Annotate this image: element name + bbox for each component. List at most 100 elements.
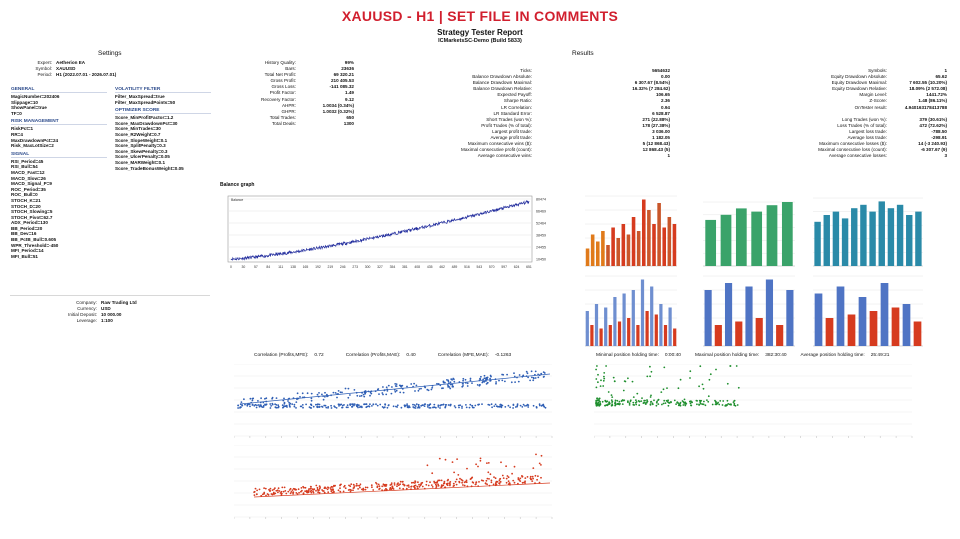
scatter-point: [362, 393, 365, 396]
scatter-point: [702, 403, 705, 406]
scatter-point: [293, 405, 296, 408]
scatter-point: [521, 406, 524, 408]
scatter-point: [517, 380, 520, 383]
scatter-point: [280, 490, 283, 493]
scatter-point: [532, 377, 535, 380]
scatter-point: [650, 394, 652, 397]
x-tick-label: 30: [242, 265, 246, 269]
scatter-point: [316, 393, 319, 396]
histogram-bar: [913, 321, 922, 346]
scatter-point: [644, 402, 646, 404]
scatter-point: [378, 485, 381, 488]
scatter-point: [399, 384, 402, 387]
stat-value: 5654632: [652, 68, 670, 73]
stat-label: OnTester result:: [854, 104, 887, 110]
scatter-point: [614, 403, 617, 406]
scatter-point: [488, 478, 490, 480]
scatter-point: [636, 392, 639, 395]
scatter-point: [391, 485, 394, 488]
scatter-point: [487, 462, 490, 464]
scatter-point: [526, 372, 529, 375]
scatter-point: [650, 400, 653, 403]
input-parameter: Score_SplitPenalty=0.3: [115, 143, 166, 149]
deposit-value: 10 000.00: [101, 312, 122, 318]
scatter-point: [303, 486, 305, 489]
x-tick-label: 0: [230, 265, 232, 269]
histogram-bar: [631, 290, 635, 346]
scatter-point: [263, 491, 266, 494]
scatter-point: [357, 488, 359, 490]
scatter-point: [616, 399, 619, 402]
scatter-point: [495, 381, 497, 383]
metric-value: -0.1263: [494, 353, 512, 358]
stat-label: Margin Level:: [859, 92, 887, 98]
scatter-point: [440, 484, 443, 487]
scatter-point: [283, 486, 286, 489]
scatter-point: [612, 376, 615, 379]
scatter-point: [665, 399, 668, 402]
leverage-value: 1:100: [101, 318, 113, 324]
scatter-point: [483, 374, 486, 377]
input-parameter: Slippage=10: [11, 99, 38, 105]
scatter-point: [462, 379, 464, 382]
scatter-point: [494, 477, 497, 480]
scatter-point: [719, 400, 722, 402]
x-tick-label: 543: [476, 265, 482, 269]
scatter-point: [526, 403, 529, 406]
scatter-point: [453, 405, 456, 407]
scatter-point: [487, 471, 490, 474]
scatter-point: [529, 379, 531, 382]
scatter-point: [288, 403, 291, 406]
stat-label: Expected Payoff:: [497, 92, 532, 98]
plot-area: [227, 195, 533, 263]
scatter-point: [623, 380, 626, 382]
scatter-point: [683, 398, 686, 401]
correlation-row: Correlation (Profits,MFE): 0.72 Correlatio…: [254, 353, 533, 358]
scatter-point: [619, 402, 621, 405]
scatter-point: [265, 397, 268, 400]
stat-label: Z-Score:: [869, 98, 887, 104]
scatter-point: [276, 489, 279, 492]
scatter-point: [298, 491, 300, 494]
histogram-bar: [878, 201, 885, 266]
y-tick-label: 66469: [536, 210, 546, 214]
scatter-point: [614, 399, 617, 402]
scatter-point: [611, 403, 613, 406]
scatter-point: [632, 401, 635, 404]
scatter-point: [334, 406, 336, 408]
scatter-point: [361, 406, 363, 409]
input-parameter: Score_MARWeight=0.1: [115, 159, 165, 165]
scatter-point: [352, 403, 354, 405]
scatter-point: [689, 370, 692, 373]
scatter-point: [489, 377, 491, 380]
settings-group-heading: GENERAL: [11, 87, 107, 93]
scatter-point: [699, 401, 702, 403]
report-banner: XAUUSD - H1 | SET FILE IN COMMENTS: [341, 8, 619, 24]
histogram-bar: [720, 214, 732, 266]
scatter-point: [601, 400, 604, 403]
scatter-point: [271, 397, 273, 400]
histogram-bar: [858, 297, 867, 346]
scatter-point: [507, 480, 510, 483]
scatter-point: [498, 483, 501, 485]
stat-label: Maximal consecutive loss (count):: [818, 147, 887, 153]
stat-value: 1.48 (86.11%): [918, 98, 947, 104]
scatter-point: [709, 373, 712, 376]
histogram-bar: [636, 325, 640, 346]
scatter-point: [301, 404, 304, 406]
scatter-point: [469, 379, 472, 382]
scatter-point: [435, 485, 438, 488]
scatter-point: [461, 405, 463, 408]
scatter-point: [689, 402, 692, 405]
scatter-point: [407, 484, 410, 487]
scatter-point: [408, 406, 411, 409]
scatter-point: [451, 379, 453, 381]
scatter-point: [507, 404, 510, 407]
scatter-point: [418, 485, 421, 488]
scatter-point: [663, 399, 666, 402]
scatter-point: [414, 484, 417, 487]
scatter-point: [489, 374, 492, 377]
scatter-point: [418, 483, 420, 486]
stat-row: Equity Drawdown Relative: 18.09% (2 572.0…: [660, 86, 947, 92]
x-tick-label: 597: [501, 265, 507, 269]
